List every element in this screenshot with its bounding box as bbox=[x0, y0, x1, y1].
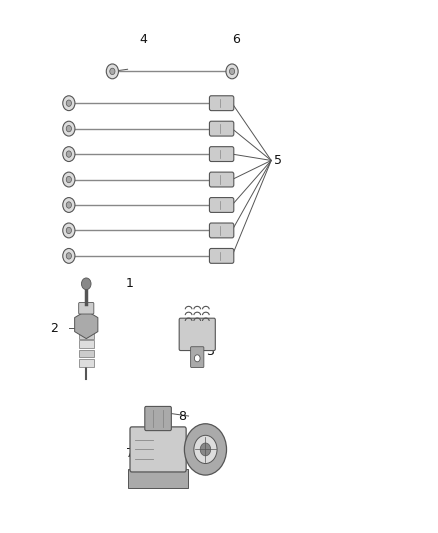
Text: 7: 7 bbox=[126, 447, 134, 459]
Circle shape bbox=[200, 443, 211, 456]
Text: 1: 1 bbox=[126, 277, 134, 290]
FancyBboxPatch shape bbox=[78, 350, 94, 357]
FancyBboxPatch shape bbox=[209, 223, 234, 238]
Circle shape bbox=[110, 68, 115, 75]
Circle shape bbox=[66, 202, 71, 208]
FancyBboxPatch shape bbox=[128, 469, 188, 488]
Text: 8: 8 bbox=[178, 409, 186, 423]
Text: 6: 6 bbox=[233, 33, 240, 46]
FancyBboxPatch shape bbox=[78, 359, 94, 367]
FancyBboxPatch shape bbox=[209, 96, 234, 111]
FancyBboxPatch shape bbox=[209, 248, 234, 263]
Circle shape bbox=[63, 172, 75, 187]
Circle shape bbox=[106, 64, 118, 79]
Text: 5: 5 bbox=[274, 154, 282, 167]
Circle shape bbox=[63, 198, 75, 213]
FancyBboxPatch shape bbox=[209, 121, 234, 136]
FancyBboxPatch shape bbox=[79, 303, 94, 314]
Circle shape bbox=[81, 278, 91, 289]
Circle shape bbox=[63, 248, 75, 263]
Circle shape bbox=[66, 125, 71, 132]
FancyBboxPatch shape bbox=[130, 427, 186, 472]
FancyBboxPatch shape bbox=[78, 322, 94, 329]
Circle shape bbox=[226, 64, 238, 79]
FancyBboxPatch shape bbox=[78, 331, 94, 338]
Circle shape bbox=[184, 424, 226, 475]
Circle shape bbox=[230, 68, 235, 75]
FancyBboxPatch shape bbox=[78, 341, 94, 348]
Text: 4: 4 bbox=[139, 33, 147, 46]
Circle shape bbox=[63, 96, 75, 111]
Circle shape bbox=[66, 100, 71, 107]
FancyBboxPatch shape bbox=[209, 172, 234, 187]
FancyBboxPatch shape bbox=[209, 147, 234, 161]
Circle shape bbox=[66, 151, 71, 157]
Text: 2: 2 bbox=[49, 321, 57, 335]
Circle shape bbox=[66, 227, 71, 233]
Circle shape bbox=[194, 355, 200, 362]
Circle shape bbox=[66, 253, 71, 259]
Circle shape bbox=[194, 435, 217, 464]
FancyBboxPatch shape bbox=[145, 407, 171, 431]
Circle shape bbox=[63, 223, 75, 238]
Polygon shape bbox=[74, 311, 98, 338]
Circle shape bbox=[66, 176, 71, 183]
FancyBboxPatch shape bbox=[209, 198, 234, 213]
FancyBboxPatch shape bbox=[179, 318, 215, 351]
Circle shape bbox=[63, 147, 75, 161]
Text: 3: 3 bbox=[206, 345, 214, 358]
FancyBboxPatch shape bbox=[191, 347, 204, 368]
Circle shape bbox=[63, 121, 75, 136]
